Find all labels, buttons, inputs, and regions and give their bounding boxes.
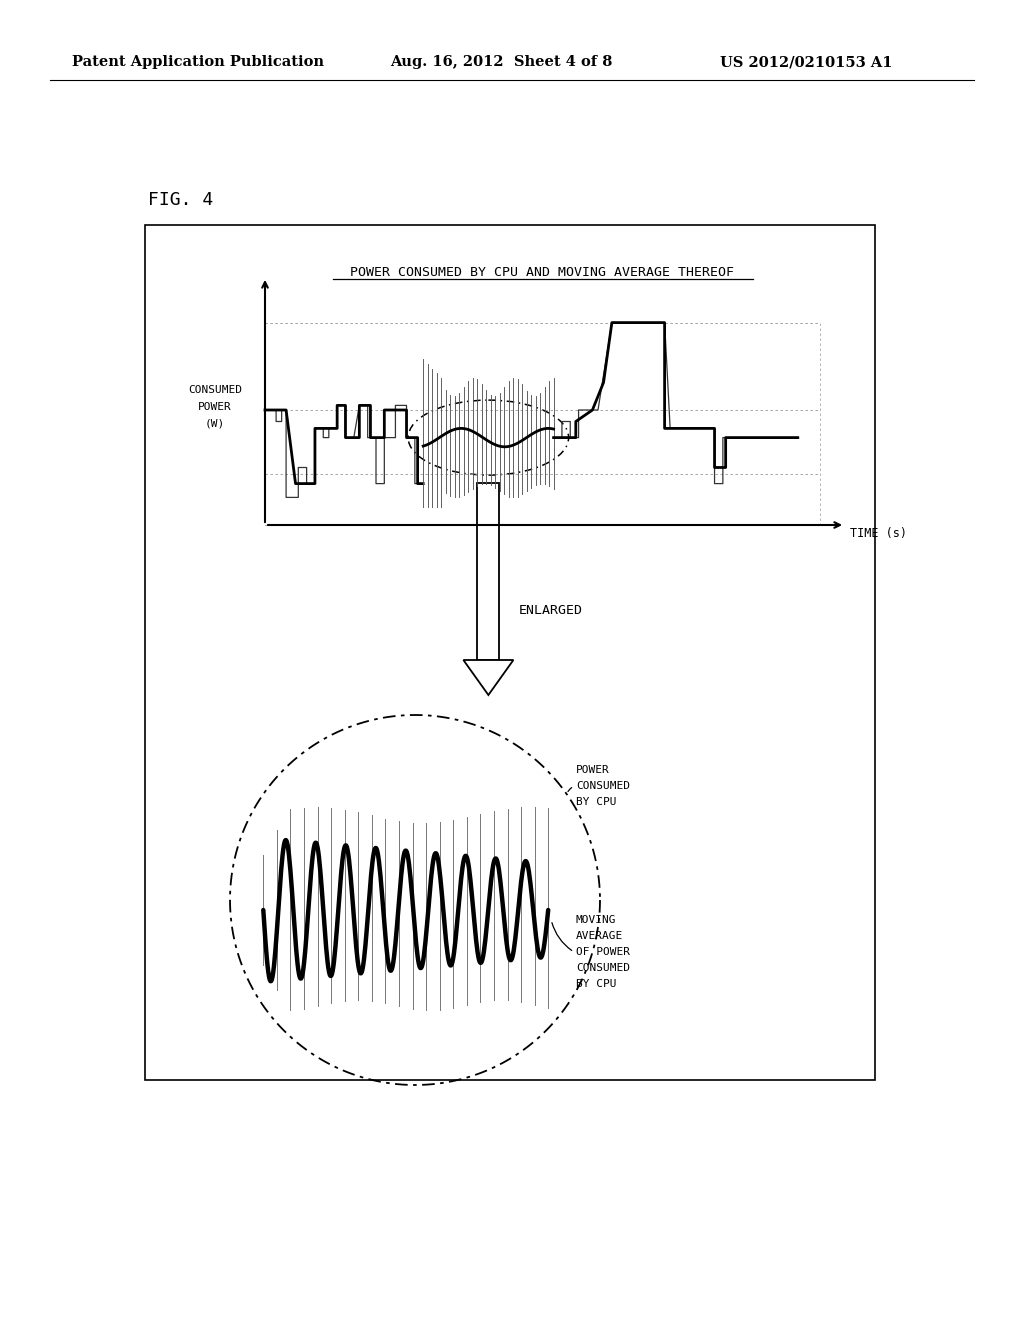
Text: BY CPU: BY CPU [575,979,616,989]
Text: CONSUMED: CONSUMED [575,964,630,973]
Text: ENLARGED: ENLARGED [518,603,583,616]
Text: BY CPU: BY CPU [575,797,616,807]
Polygon shape [477,483,500,660]
Text: TIME (s): TIME (s) [850,527,907,540]
Text: CONSUMED: CONSUMED [188,385,242,395]
Bar [145,224,874,1080]
Text: FIG. 4: FIG. 4 [148,191,213,209]
Text: Aug. 16, 2012  Sheet 4 of 8: Aug. 16, 2012 Sheet 4 of 8 [390,55,612,69]
Text: POWER: POWER [575,766,609,775]
Text: Patent Application Publication: Patent Application Publication [72,55,324,69]
Text: MOVING: MOVING [575,915,616,925]
Text: US 2012/0210153 A1: US 2012/0210153 A1 [720,55,893,69]
Text: POWER: POWER [198,403,231,412]
Polygon shape [464,660,513,696]
Text: (W): (W) [205,418,225,429]
Text: POWER CONSUMED BY CPU AND MOVING AVERAGE THEREOF: POWER CONSUMED BY CPU AND MOVING AVERAGE… [350,265,734,279]
Text: CONSUMED: CONSUMED [575,781,630,791]
Text: AVERAGE: AVERAGE [575,931,624,941]
Text: OF POWER: OF POWER [575,946,630,957]
